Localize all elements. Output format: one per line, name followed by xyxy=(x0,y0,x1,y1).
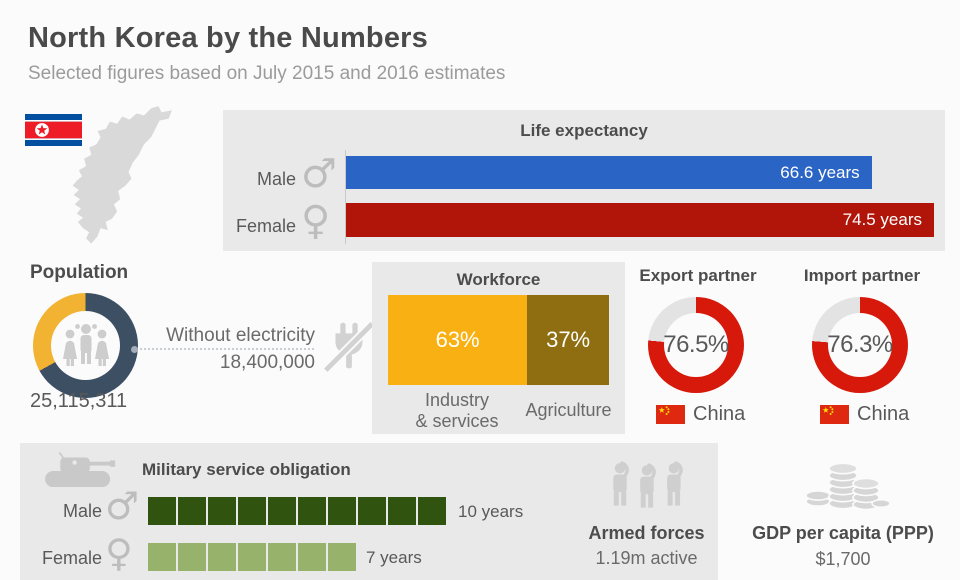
male-icon: ♂ xyxy=(301,151,337,197)
service-year-square xyxy=(178,497,206,525)
life-expectancy-panel: Life expectancy Male ♂ 66.6 years Female… xyxy=(223,110,945,251)
male-life-bar: 66.6 years xyxy=(346,156,872,189)
soldiers-icon xyxy=(613,461,683,508)
service-year-square xyxy=(178,543,206,571)
military-male-label: Male xyxy=(62,501,102,521)
no-electricity-icon xyxy=(322,320,376,374)
service-year-square xyxy=(388,497,416,525)
axis-line xyxy=(345,150,346,244)
export-partner-country: China xyxy=(656,403,745,426)
workforce-stacked-bar: 63% 37% xyxy=(388,295,609,385)
agriculture-label: Agriculture xyxy=(525,400,612,420)
china-flag-icon xyxy=(656,405,685,424)
workforce-panel: Workforce 63% 37% Industry & services Ag… xyxy=(372,262,625,434)
female-service-value: 7 years xyxy=(366,548,422,567)
male-icon: ♂ xyxy=(105,484,140,528)
male-label: Male xyxy=(256,169,296,189)
import-partner-name: China xyxy=(857,403,910,425)
tank-icon xyxy=(45,451,116,488)
industry-segment: 63% xyxy=(388,295,528,385)
service-year-square xyxy=(208,543,236,571)
population-donut-chart xyxy=(33,293,138,398)
female-life-bar: 74.5 years xyxy=(346,203,934,237)
service-year-square xyxy=(238,543,266,571)
military-title: Military service obligation xyxy=(142,460,351,479)
gdp-value: $1,700 xyxy=(815,549,871,569)
industry-pct: 63% xyxy=(435,327,480,352)
population-donut-hole xyxy=(51,311,120,380)
leader-dot xyxy=(131,346,138,353)
service-year-square xyxy=(328,497,356,525)
military-female-label: Female xyxy=(41,548,102,568)
without-electricity-label: Without electricity xyxy=(166,325,315,346)
without-electricity-value: 18,400,000 xyxy=(219,352,315,373)
female-icon: ♀ xyxy=(301,198,331,244)
export-pct: 76.5% xyxy=(663,331,729,358)
male-service-value: 10 years xyxy=(458,502,524,521)
armed-forces-title: Armed forces xyxy=(588,523,705,543)
female-bar-track: 74.5 years xyxy=(346,203,934,237)
service-year-square xyxy=(208,497,236,525)
service-year-square xyxy=(418,497,446,525)
export-partner-name: China xyxy=(693,403,746,425)
north-korea-flag-icon xyxy=(25,114,82,146)
service-year-square xyxy=(238,497,266,525)
import-donut-chart: 76.3% xyxy=(812,297,908,393)
export-donut-hole: 76.5% xyxy=(663,313,729,377)
male-bar-track: 66.6 years xyxy=(346,156,934,189)
female-label: Female xyxy=(235,216,296,236)
agriculture-segment: 37% xyxy=(527,295,609,385)
workforce-title: Workforce xyxy=(456,270,541,289)
male-life-value: 66.6 years xyxy=(780,162,860,182)
service-year-square xyxy=(148,543,176,571)
china-flag-icon xyxy=(820,405,849,424)
export-donut-chart: 76.5% xyxy=(648,297,744,393)
female-life-value: 74.5 years xyxy=(842,210,922,229)
page-subtitle: Selected figures based on July 2015 and … xyxy=(28,63,506,84)
agriculture-pct: 37% xyxy=(546,327,591,352)
coins-icon xyxy=(805,462,890,511)
service-year-square xyxy=(298,543,326,571)
female-service-squares xyxy=(148,543,356,571)
service-year-square xyxy=(298,497,326,525)
population-title: Population xyxy=(30,262,129,283)
gdp-title: GDP per capita (PPP) xyxy=(752,523,934,543)
family-icon xyxy=(62,323,109,366)
industry-label: Industry & services xyxy=(415,390,499,431)
leader-line xyxy=(140,348,314,350)
north-korea-map xyxy=(72,106,172,244)
service-year-square xyxy=(358,497,386,525)
life-expectancy-title: Life expectancy xyxy=(520,121,648,140)
armed-forces-value: 1.19m active xyxy=(595,548,698,568)
population-total: 25,115,311 xyxy=(30,390,128,412)
service-year-square xyxy=(268,497,296,525)
without-electricity-block: Without electricity 18,400,000 xyxy=(110,322,315,376)
male-service-squares xyxy=(148,497,446,525)
service-year-square xyxy=(148,497,176,525)
import-partner-country: China xyxy=(820,403,909,426)
export-partner-title: Export partner xyxy=(639,266,757,285)
import-donut-hole: 76.3% xyxy=(827,313,893,377)
import-partner-title: Import partner xyxy=(803,266,921,285)
import-pct: 76.3% xyxy=(827,331,893,358)
service-year-square xyxy=(268,543,296,571)
service-year-square xyxy=(328,543,356,571)
page-title: North Korea by the Numbers xyxy=(28,22,428,54)
female-icon: ♀ xyxy=(105,531,133,575)
